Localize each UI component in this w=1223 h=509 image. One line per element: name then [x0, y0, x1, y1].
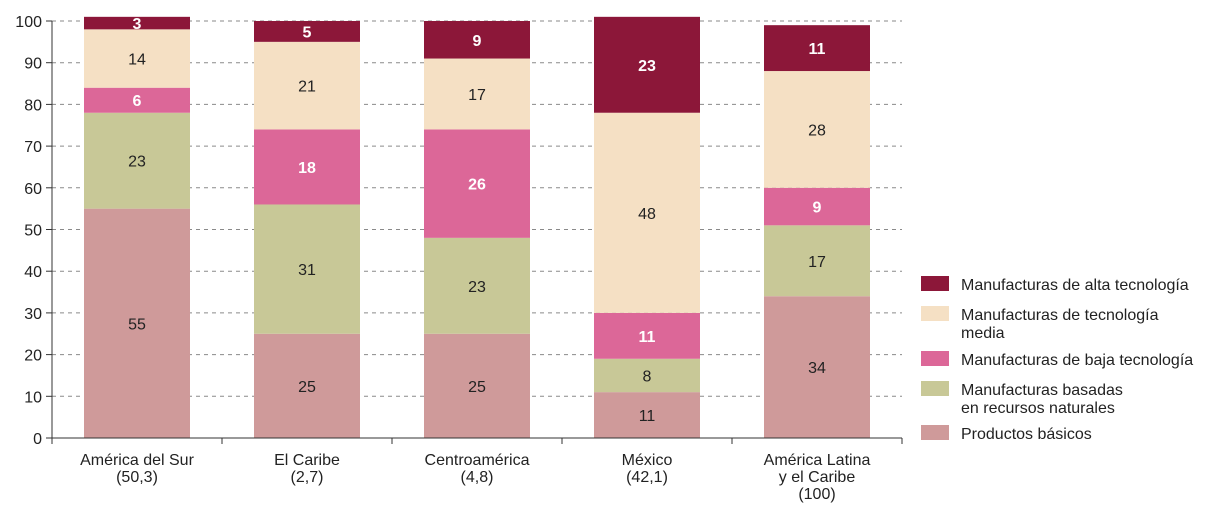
data-label-2-2: 26 — [468, 177, 486, 194]
bar-segment-1-2 — [254, 129, 360, 205]
legend-swatch-2 — [921, 351, 949, 366]
legend-label-line-2-0: Manufacturas de baja tecnología — [961, 352, 1193, 369]
bar-segment-4-2 — [764, 187, 870, 226]
bar-segment-4-4 — [764, 25, 870, 72]
legend-label-line-1-1: en recursos naturales — [961, 400, 1115, 417]
category-label-line-2-1: (4,8) — [461, 469, 494, 486]
category-label-3: México (42,1) — [622, 452, 673, 486]
data-label-2-1: 23 — [468, 279, 486, 296]
legend-label-1: Manufacturas basadas en recursos naturale… — [961, 382, 1123, 417]
bar-segment-1-1 — [254, 204, 360, 334]
bar-segment-0-3 — [84, 29, 190, 88]
bar-segment-0-1 — [84, 112, 190, 209]
bar-segment-2-2 — [424, 129, 530, 238]
bar-segment-3-0 — [594, 392, 700, 438]
bar-segment-4-3 — [764, 71, 870, 188]
data-label-4-3: 28 — [808, 122, 826, 139]
y-tick-label-100: 100 — [15, 14, 42, 31]
bar-segment-2-3 — [424, 58, 530, 130]
category-label-line-3-1: (42,1) — [626, 469, 668, 486]
y-tick-label-80: 80 — [24, 97, 42, 114]
bar-segment-0-0 — [84, 208, 190, 438]
data-label-4-0: 34 — [808, 360, 826, 377]
data-label-0-0: 55 — [128, 316, 146, 333]
bar-segment-2-4 — [424, 21, 530, 59]
y-tick-label-90: 90 — [24, 56, 42, 73]
category-label-2: Centroamérica (4,8) — [425, 452, 530, 486]
category-label-line-0-1: (50,3) — [116, 469, 158, 486]
bar-segment-0-2 — [84, 87, 190, 113]
bar-segment-2-1 — [424, 237, 530, 334]
data-label-2-3: 17 — [468, 87, 486, 104]
category-label-line-1-0: El Caribe — [274, 452, 340, 469]
category-label-line-2-0: Centroamérica — [425, 452, 530, 469]
data-label-3-4: 23 — [638, 58, 656, 75]
y-tick-label-50: 50 — [24, 223, 42, 240]
data-label-1-3: 21 — [298, 79, 316, 96]
legend-swatch-3 — [921, 306, 949, 321]
legend-label-line-1-0: Manufacturas basadas — [961, 382, 1123, 399]
legend-label-line-4-0: Manufacturas de alta tecnología — [961, 277, 1189, 294]
legend-label-line-0-0: Productos básicos — [961, 426, 1092, 443]
bar-segment-4-0 — [764, 296, 870, 438]
legend-swatch-4 — [921, 276, 949, 291]
data-label-3-1: 8 — [643, 368, 652, 385]
bar-segment-4-1 — [764, 225, 870, 297]
legend-label-2: Manufacturas de baja tecnología — [961, 352, 1193, 369]
data-label-3-2: 11 — [639, 329, 656, 346]
bar-segment-1-4 — [254, 21, 360, 42]
y-tick-label-30: 30 — [24, 306, 42, 323]
legend-label-line-3-0: Manufacturas de tecnología — [961, 307, 1159, 324]
legend-label-4: Manufacturas de alta tecnología — [961, 277, 1189, 294]
data-label-3-3: 48 — [638, 206, 656, 223]
legend-label-3: Manufacturas de tecnología media — [961, 307, 1159, 342]
data-label-1-1: 31 — [298, 262, 316, 279]
category-label-4: América Latina y el Caribe (100) — [764, 452, 871, 503]
data-label-0-4: 3 — [133, 16, 142, 33]
bar-segment-3-3 — [594, 112, 700, 313]
category-label-0: América del Sur (50,3) — [80, 452, 194, 486]
bar-segment-1-3 — [254, 41, 360, 130]
category-label-line-4-2: (100) — [798, 486, 835, 503]
data-label-0-1: 23 — [128, 154, 146, 171]
category-label-line-1-1: (2,7) — [291, 469, 324, 486]
bar-segment-3-2 — [594, 312, 700, 359]
y-tick-label-10: 10 — [24, 389, 42, 406]
bar-segment-2-0 — [424, 333, 530, 438]
legend-swatch-1 — [921, 381, 949, 396]
data-label-1-0: 25 — [298, 379, 316, 396]
y-tick-label-0: 0 — [33, 431, 42, 448]
category-label-line-4-0: América Latina — [764, 452, 871, 469]
y-tick-label-60: 60 — [24, 181, 42, 198]
data-label-1-4: 5 — [303, 24, 312, 41]
y-tick-label-20: 20 — [24, 348, 42, 365]
y-tick-label-70: 70 — [24, 139, 42, 156]
category-label-line-3-0: México — [622, 452, 673, 469]
data-label-3-0: 11 — [639, 408, 656, 425]
category-label-line-4-1: y el Caribe — [779, 469, 856, 486]
data-label-4-2: 9 — [813, 200, 822, 217]
data-label-2-0: 25 — [468, 379, 486, 396]
data-label-2-4: 9 — [473, 33, 482, 50]
data-label-0-3: 14 — [128, 52, 146, 69]
bar-segment-1-0 — [254, 333, 360, 438]
category-label-line-0-0: América del Sur — [80, 452, 194, 469]
data-label-0-2: 6 — [133, 93, 142, 110]
legend-label-0: Productos básicos — [961, 426, 1092, 443]
data-label-4-4: 11 — [809, 41, 826, 58]
data-label-4-1: 17 — [808, 254, 826, 271]
bar-segment-3-1 — [594, 358, 700, 393]
legend-label-line-3-1: media — [961, 325, 1005, 342]
bar-segment-0-4 — [84, 16, 190, 30]
bar-segment-3-4 — [594, 16, 700, 113]
legend-swatch-0 — [921, 425, 949, 440]
category-label-1: El Caribe (2,7) — [274, 452, 340, 486]
y-tick-label-40: 40 — [24, 264, 42, 281]
data-label-1-2: 18 — [298, 160, 316, 177]
